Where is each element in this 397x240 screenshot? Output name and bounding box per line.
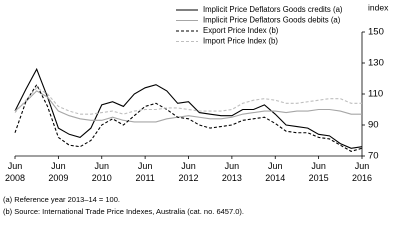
x-tick-label: Jun 2008 — [5, 161, 25, 183]
y-axis-label: index — [368, 2, 389, 12]
series-line — [14, 83, 363, 152]
legend-label: Import Price Index (b) — [203, 37, 278, 46]
y-tick-label: 130 — [368, 58, 384, 69]
x-tick-label: Jun 2013 — [222, 161, 242, 183]
x-tick-label: Jun 2014 — [265, 161, 285, 183]
y-tick-label: 110 — [368, 89, 383, 100]
y-tick-label: 150 — [368, 27, 384, 38]
y-tick-label: 70 — [368, 151, 379, 162]
y-tick-label: 90 — [368, 120, 379, 131]
series-line — [14, 67, 363, 149]
x-tick-label: Jun 2016 — [352, 161, 372, 183]
x-tick-label: Jun 2011 — [135, 161, 154, 183]
x-tick-label: Jun 2012 — [178, 161, 198, 183]
series-line — [14, 90, 362, 123]
chart: index (a) Reference year 2013–14 = 100. … — [3, 2, 389, 216]
footnote: (a) Reference year 2013–14 = 100. — [3, 195, 120, 204]
footnote: (b) Source: International Trade Price In… — [3, 207, 244, 216]
legend-label: Implicit Price Deflators Goods credits (… — [203, 5, 343, 14]
x-tick-label: Jun 2015 — [309, 161, 329, 183]
series-line — [14, 87, 362, 115]
x-tick-label: Jun 2010 — [92, 161, 112, 183]
legend-label: Export Price Index (b) — [203, 26, 279, 35]
legend-label: Implicit Price Deflators Goods debits (a… — [203, 16, 341, 25]
x-tick-label: Jun 2009 — [48, 161, 68, 183]
